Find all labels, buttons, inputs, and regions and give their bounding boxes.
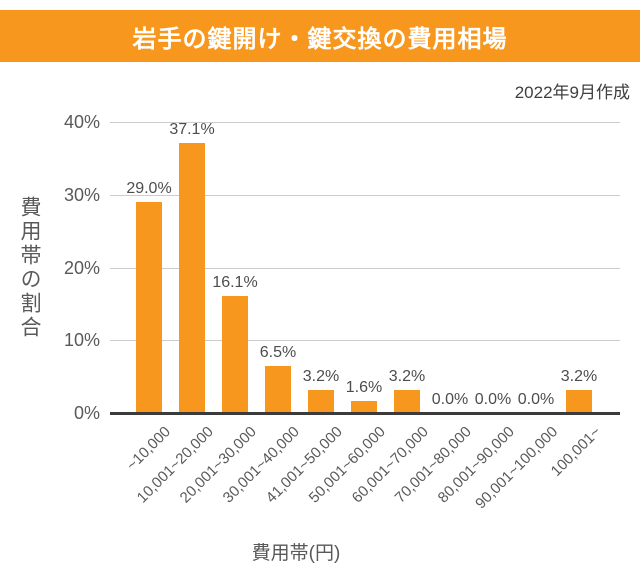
bar-value-label: 0.0%	[431, 391, 469, 408]
bar-value-label: 6.5%	[259, 344, 297, 361]
bar-value-label: 3.2%	[388, 368, 426, 385]
bar-50,001~60,000	[351, 401, 377, 413]
x-axis-title: 費用帯(円)	[251, 543, 341, 564]
bar-value-label: 0.0%	[474, 391, 512, 408]
bar-41,001~50,000	[308, 390, 334, 413]
bar-value-label: 0.0%	[517, 391, 555, 408]
bar-value-label: 16.1%	[212, 274, 258, 291]
chart-title: 岩手の鍵開け・鍵交換の費用相場	[132, 25, 508, 53]
bar-value-label: 37.1%	[169, 121, 215, 138]
y-axis-title: 費用帯の割合	[18, 196, 41, 340]
x-axis-line	[110, 412, 620, 415]
bar-100,001~	[566, 390, 592, 413]
bar-~10,000	[136, 202, 162, 413]
bar-60,001~70,000	[394, 390, 420, 413]
gridline-30	[110, 195, 620, 196]
bar-value-label: 29.0%	[126, 180, 172, 197]
y-tick-label: 0%	[73, 403, 100, 423]
bar-value-label: 3.2%	[302, 368, 340, 385]
gridline-40	[110, 122, 620, 123]
bar-10,001~20,000	[179, 143, 205, 413]
title-banner: 岩手の鍵開け・鍵交換の費用相場	[0, 10, 640, 62]
bar-20,001~30,000	[222, 296, 248, 413]
y-tick-label: 20%	[63, 258, 100, 278]
gridline-10	[110, 340, 620, 341]
y-tick-label: 40%	[63, 112, 100, 132]
y-tick-label: 10%	[63, 330, 100, 350]
bar-value-label: 3.2%	[560, 368, 598, 385]
y-tick-label: 30%	[63, 185, 100, 205]
bar-value-label: 1.6%	[345, 379, 383, 396]
gridline-20	[110, 268, 620, 269]
bar-30,001~40,000	[265, 366, 291, 413]
creation-date: 2022年9月作成	[514, 83, 630, 102]
